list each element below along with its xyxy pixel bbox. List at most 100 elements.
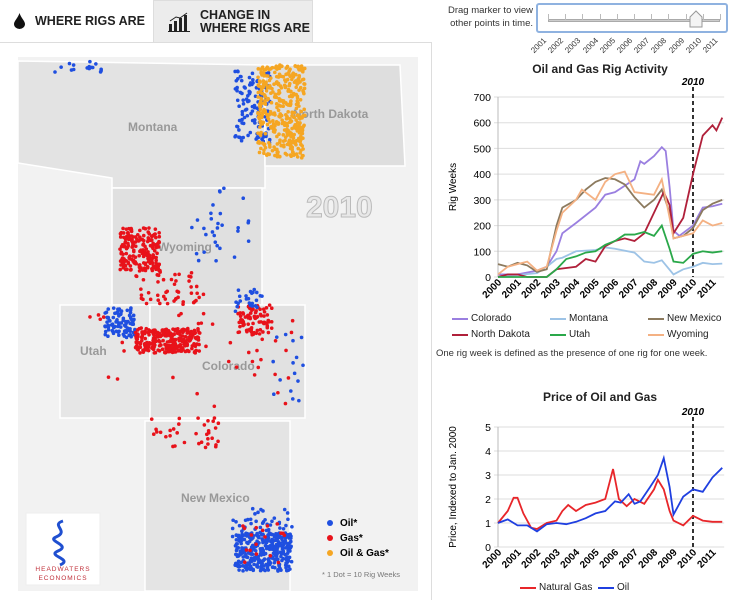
rig-dot <box>268 553 273 558</box>
rig-dot <box>297 67 302 72</box>
rig-dot <box>290 77 294 82</box>
slider-thumb[interactable] <box>689 10 703 28</box>
rig-dot <box>115 377 120 381</box>
rig-dot <box>295 99 300 103</box>
rig-dot <box>242 526 247 531</box>
rig-dot <box>235 85 239 90</box>
rig-dot <box>195 391 199 396</box>
y-axis-label: Rig Weeks <box>448 163 459 211</box>
rig-dot <box>292 371 297 376</box>
rig-dot <box>175 431 179 435</box>
rig-dot <box>301 147 305 151</box>
rig-dot <box>141 277 146 282</box>
rig-dot <box>238 324 242 329</box>
rig-dot <box>275 142 280 146</box>
rig-dot <box>272 392 276 397</box>
rig-dot <box>298 85 303 90</box>
rig-dot <box>254 290 259 295</box>
rig-dot <box>212 233 217 238</box>
rig-dot <box>237 320 242 325</box>
rig-dot <box>145 265 150 269</box>
rig-dot <box>126 233 131 238</box>
slider-year-label[interactable]: 2010 <box>684 36 703 55</box>
slider-year-label[interactable]: 2003 <box>563 36 583 55</box>
rig-dot <box>254 331 259 336</box>
rig-dot <box>246 541 250 546</box>
rig-dot <box>181 337 186 342</box>
y-axis-label: Price, Indexed to Jan. 2000 <box>448 426 459 548</box>
slider-year-label[interactable]: 2011 <box>701 36 720 55</box>
rig-dot <box>195 335 200 340</box>
rig-dot <box>137 326 142 331</box>
rig-dot <box>183 349 188 354</box>
rig-dot <box>139 287 143 291</box>
rig-dot <box>235 547 239 551</box>
rig-dot <box>260 521 265 526</box>
rig-dot <box>303 113 307 118</box>
rig-dot <box>259 357 263 362</box>
rig-dot <box>263 100 267 105</box>
rig-dot <box>139 293 144 297</box>
rig-dot <box>122 235 126 240</box>
rig-dot <box>273 147 278 152</box>
rig-dot <box>150 346 154 350</box>
rig-dot <box>286 110 290 114</box>
rig-dot <box>106 328 111 332</box>
rig-dot <box>236 225 240 230</box>
slider-year-label[interactable]: 2006 <box>615 36 635 55</box>
slider-year-label[interactable]: 2005 <box>598 36 617 55</box>
rig-dot <box>194 431 198 436</box>
slider-year-label[interactable]: 2007 <box>632 36 652 55</box>
rig-dot <box>157 343 162 348</box>
rig-dot <box>202 226 206 231</box>
slider-year-label[interactable]: 2004 <box>580 36 600 55</box>
rig-dot <box>109 323 114 327</box>
rig-dot <box>289 143 293 148</box>
rig-dot <box>286 376 291 380</box>
rig-dot <box>274 120 279 124</box>
rig-dot <box>268 109 273 114</box>
rig-dot <box>118 267 123 272</box>
rig-dot <box>272 516 277 520</box>
slider-year-label[interactable]: 2001 <box>529 36 549 55</box>
hint-line1: Drag marker to view <box>448 5 533 16</box>
rig-dot <box>128 321 132 326</box>
rig-dot <box>158 334 163 339</box>
rig-dot <box>296 77 301 81</box>
rig-dot <box>135 232 140 237</box>
bar-chart-icon <box>168 12 190 32</box>
rig-dot <box>259 91 264 96</box>
slider-year-label[interactable]: 2002 <box>546 36 566 55</box>
tab-change-in-where-rigs-are[interactable]: CHANGE IN WHERE RIGS ARE <box>153 0 313 42</box>
rig-dot <box>152 232 156 237</box>
rig-dot <box>121 318 126 323</box>
slider-year-label[interactable]: 2009 <box>666 36 686 55</box>
rig-dot <box>284 561 288 565</box>
rig-dot <box>192 328 197 333</box>
x-tick-label: 2007 <box>617 277 641 301</box>
rig-dot <box>197 331 202 335</box>
rig-dot <box>139 296 144 301</box>
rig-dot <box>275 522 280 526</box>
tab-where-rigs-are[interactable]: WHERE RIGS ARE <box>0 0 153 42</box>
rig-dot <box>240 109 245 114</box>
rig-dot <box>257 535 261 540</box>
x-tick-label: 2008 <box>637 277 661 301</box>
rig-dot <box>171 375 175 380</box>
rig-dot <box>119 230 124 235</box>
slider-tick <box>565 14 567 20</box>
rig-dot <box>196 321 201 326</box>
year-slider[interactable] <box>536 3 728 33</box>
rig-dot <box>141 261 146 265</box>
rig-dot <box>283 79 288 84</box>
rig-dot <box>266 535 271 540</box>
rig-dot <box>274 532 278 536</box>
slider-year-label[interactable]: 2008 <box>649 36 669 55</box>
rig-dot <box>259 119 264 124</box>
rig-dot <box>259 559 263 563</box>
rig-dot <box>161 277 166 282</box>
rig-dot <box>281 143 286 147</box>
rig-dot <box>266 318 270 323</box>
rig-dot <box>158 301 162 306</box>
x-tick-label: 2005 <box>578 547 602 571</box>
